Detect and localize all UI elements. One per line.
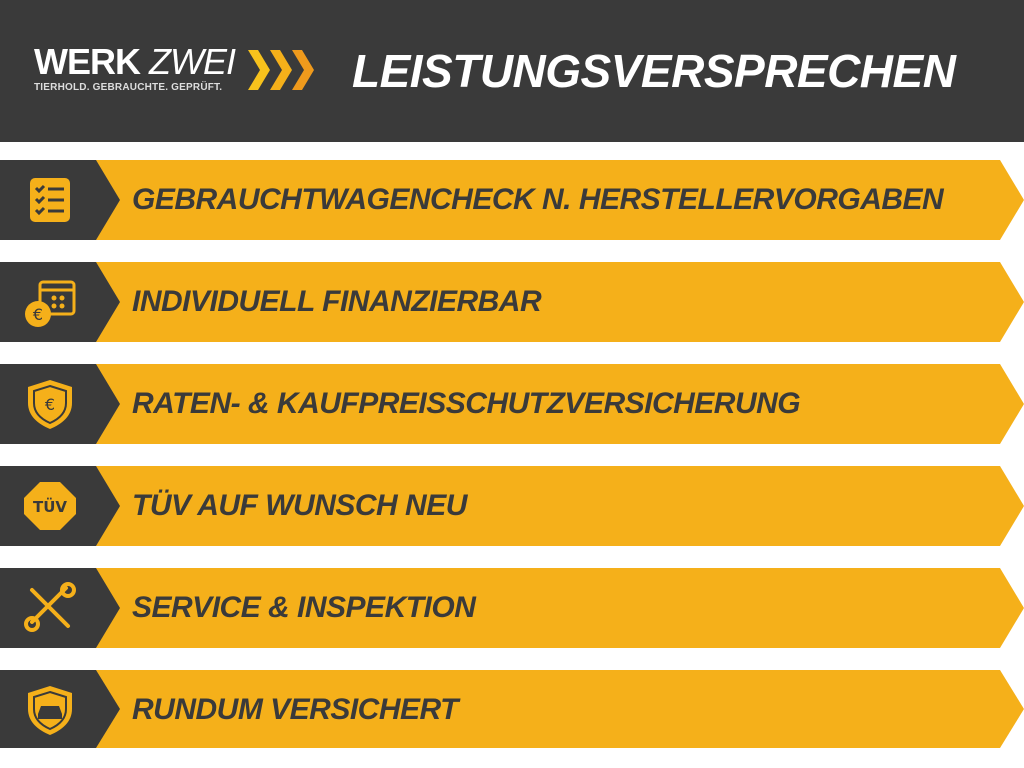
feature-row: SERVICE & INSPEKTION [0,568,1024,648]
tuv-badge-icon: TÜV [24,482,76,530]
shield-euro-icon: € [28,380,72,429]
tuv-badge-text: TÜV [33,497,67,516]
header: WERK ZWEI TIERHOLD. GEBRAUCHTE. GEPRÜFT.… [0,0,1024,142]
svg-text:€: € [33,305,43,324]
feature-row: RUNDUM VERSICHERT [0,670,1024,748]
shield-car-icon [28,686,72,735]
calendar-euro-icon: € [25,280,76,327]
logo-word1: WERK [34,41,141,82]
svg-text:€: € [45,395,55,414]
page-title: LEISTUNGSVERSPRECHEN [352,45,956,97]
logo-word2: ZWEI [149,41,236,82]
feature-label: SERVICE & INSPEKTION [132,591,476,624]
feature-row: € RATEN- & KAUFPREISSCHUTZVERSICHERUNG [0,364,1024,444]
logo-tagline: TIERHOLD. GEBRAUCHTE. GEPRÜFT. [34,82,223,93]
feature-label: TÜV AUF WUNSCH NEU [132,489,467,522]
feature-label: RATEN- & KAUFPREISSCHUTZVERSICHERUNG [132,387,801,420]
checklist-icon [30,178,70,222]
feature-label: RUNDUM VERSICHERT [132,693,458,726]
tools-icon [24,582,76,632]
feature-label: GEBRAUCHTWAGENCHECK N. HERSTELLERVORGABE… [132,183,944,216]
feature-label: INDIVIDUELL FINANZIERBAR [132,285,542,318]
chevrons-icon [248,50,314,90]
feature-row: GEBRAUCHTWAGENCHECK N. HERSTELLERVORGABE… [0,160,1024,240]
logo: WERK ZWEI TIERHOLD. GEBRAUCHTE. GEPRÜFT. [34,41,236,94]
feature-row: € INDIVIDUELL FINANZIERBAR [0,262,1024,342]
feature-row: TÜV TÜV AUF WUNSCH NEU [0,466,1024,546]
